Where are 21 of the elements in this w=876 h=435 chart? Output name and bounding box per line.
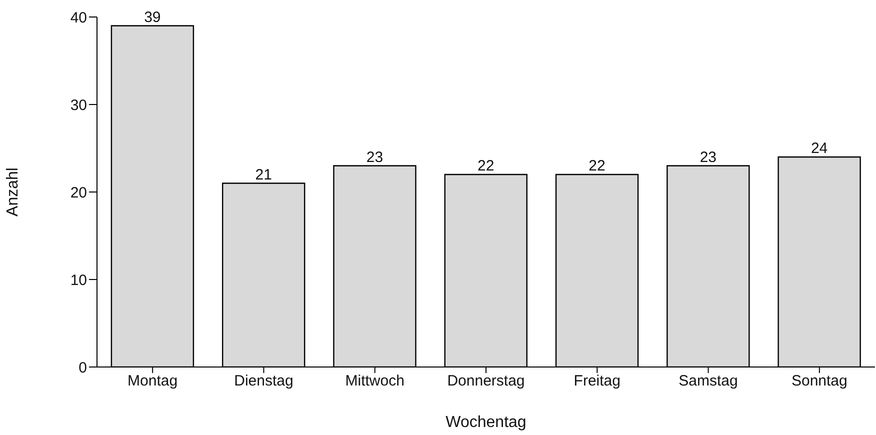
y-tick-label: 20 — [70, 184, 87, 202]
data-label: 21 — [255, 166, 272, 184]
x-tick-label: Montag — [128, 372, 178, 390]
x-axis-title: Wochentag — [446, 414, 526, 431]
data-label: 22 — [478, 158, 494, 174]
data-label: 24 — [810, 140, 828, 157]
data-label: 39 — [144, 8, 161, 26]
x-tick-label: Samstag — [678, 372, 738, 390]
data-label: 23 — [700, 148, 717, 166]
y-tick-label: 10 — [70, 272, 87, 289]
y-tick-label: 0 — [78, 359, 87, 376]
x-tick-label: Donnerstag — [447, 372, 525, 390]
data-label: 23 — [366, 148, 384, 166]
x-tick-label: Sonntag — [791, 372, 848, 390]
y-tick-label: 40 — [70, 9, 87, 26]
x-tick-label: Freitag — [574, 372, 620, 390]
x-tick-label: Dienstag — [234, 372, 294, 390]
data-label: 22 — [588, 158, 606, 174]
y-axis-title: Anzahl — [4, 168, 22, 216]
x-tick-label: Mittwoch — [345, 372, 404, 390]
y-tick-label: 30 — [70, 96, 87, 114]
